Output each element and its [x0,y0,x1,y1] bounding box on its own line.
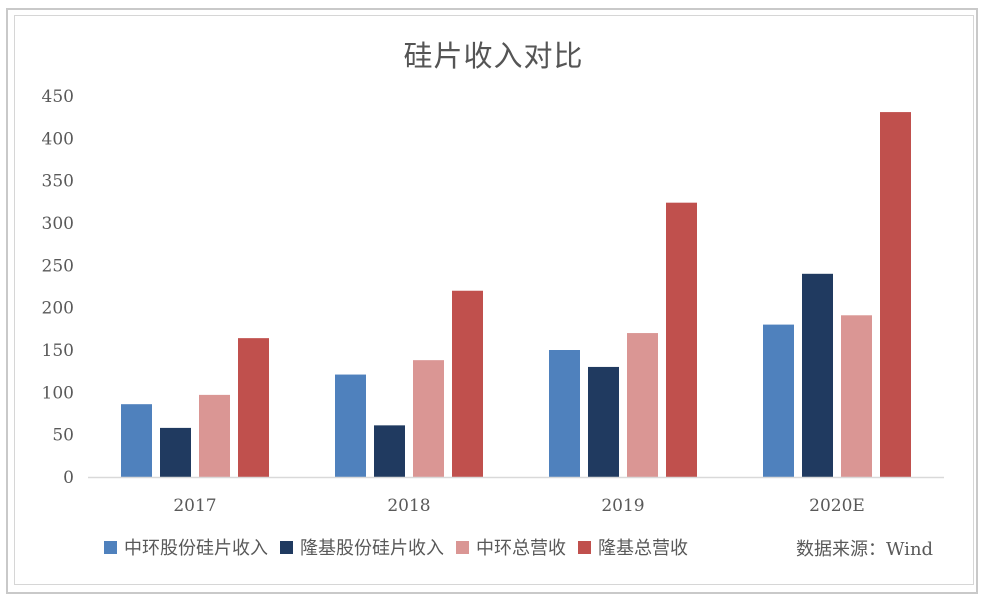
bar [666,202,697,477]
chart-outer-frame [6,8,978,594]
y-tick-label: 400 [42,129,74,149]
legend-swatch [280,540,293,554]
bar [763,324,794,477]
y-tick-label: 300 [42,214,74,234]
x-tick-label: 2019 [601,496,644,516]
y-tick-label: 250 [42,256,74,276]
bar [374,425,405,477]
chart-title: 硅片收入对比 [403,39,584,73]
legend-label: 隆基股份硅片收入 [300,538,444,559]
legend-label: 中环股份硅片收入 [124,538,268,559]
bar [549,350,580,477]
bar [199,394,230,477]
bar [802,273,833,477]
bar [627,333,658,477]
bar [588,366,619,477]
legend-swatch [456,540,469,554]
bar [452,290,483,477]
legend-item-zhonghuan-wafer: 中环股份硅片收入 [104,534,268,560]
bar [121,404,152,477]
y-tick-label: 50 [52,426,74,446]
y-tick-label: 0 [63,468,74,488]
y-tick-label: 150 [42,341,74,361]
bar [841,315,872,477]
bar [413,360,444,477]
legend-label: 中环总营收 [476,538,566,559]
x-tick-label: 2020E [809,496,865,516]
bar [880,112,911,477]
legend-item-zhonghuan-total: 中环总营收 [456,534,566,560]
y-tick-label: 350 [42,172,74,192]
x-tick-label: 2017 [173,496,216,516]
legend-swatch [578,540,591,554]
y-tick-label: 100 [42,383,74,403]
legend-item-longi-total: 隆基总营收 [578,534,688,560]
y-tick-label: 450 [42,87,74,107]
y-tick-label: 200 [42,299,74,319]
legend-label: 隆基总营收 [598,538,688,559]
legend-swatch [104,540,117,554]
bar [335,374,366,477]
bar [238,338,269,477]
bar [160,427,191,477]
chart-legend: 中环股份硅片收入 隆基股份硅片收入 中环总营收 隆基总营收 [104,534,700,560]
x-tick-label: 2018 [387,496,430,516]
legend-item-longi-wafer: 隆基股份硅片收入 [280,534,444,560]
chart-inner-frame [14,15,974,585]
data-source-note: 数据来源：Wind [796,539,934,560]
